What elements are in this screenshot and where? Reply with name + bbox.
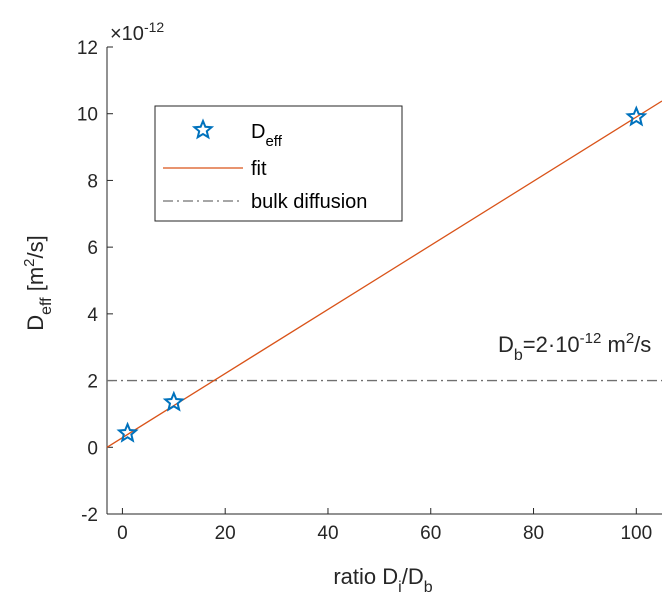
x-axis-label: ratio Di/Db [333,564,432,596]
y-axis-label: Deff [m2/s] [21,235,55,331]
legend-entry-deff: Deff [191,118,283,150]
legend-entry-bulk: bulk diffusion [163,191,367,213]
legend-star-marker [191,118,215,140]
x-tick-label: 60 [420,523,441,544]
deff-point [162,390,185,412]
legend-entry-fit: fit [163,158,267,180]
deff-point [625,105,648,127]
y-tick-label: 6 [87,238,98,259]
x-ticks: 0 20 40 60 80 100 [117,508,652,544]
y-tick-label: 8 [87,171,98,192]
x-tick-label: 20 [215,523,236,544]
y-tick-label: -2 [81,505,98,526]
x-tick-label: 40 [317,523,338,544]
y-tick-label: 4 [87,305,98,326]
x-tick-label: 80 [523,523,544,544]
legend: Deff fit bulk diffusion [154,105,403,222]
legend-label-bulk: bulk diffusion [251,191,367,213]
y-tick-label: 2 [87,372,98,393]
y-ticks: -2 0 2 4 6 8 10 12 [77,38,113,526]
bulk-diffusion-annotation: Db=2·10-12 m2/s [498,330,651,364]
axis-exponent-label: ×10-12 [110,19,164,45]
y-tick-label: 0 [87,438,98,459]
legend-box [154,105,403,222]
deff-point [116,421,139,443]
x-tick-label: 100 [620,523,652,544]
fit-line [106,100,662,448]
legend-label-deff: Deff [251,121,283,150]
series-layer [106,100,662,448]
y-tick-label: 12 [77,38,98,59]
legend-label-fit: fit [251,158,267,180]
y-tick-label: 10 [77,105,98,126]
plot-area: 0 20 40 60 80 100 -2 0 2 4 6 8 10 12 [77,38,662,544]
x-tick-label: 0 [117,523,128,544]
